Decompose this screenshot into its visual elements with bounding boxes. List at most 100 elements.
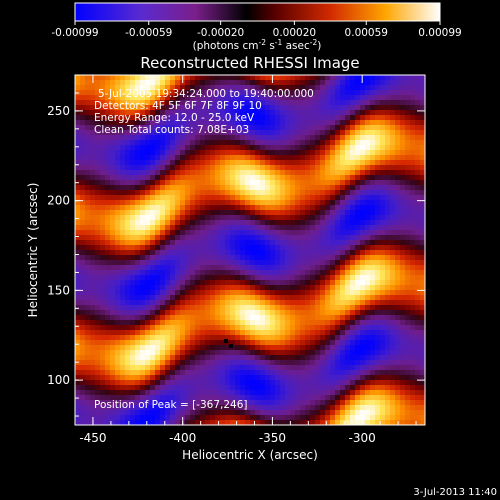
heatmap-cell <box>110 340 116 346</box>
heatmap-cell <box>310 245 316 251</box>
heatmap-cell <box>165 330 171 336</box>
heatmap-cell <box>355 130 361 136</box>
heatmap-cell <box>155 410 161 416</box>
heatmap-cell <box>175 235 181 241</box>
heatmap-cell <box>310 200 316 206</box>
heatmap-cell <box>235 405 241 411</box>
heatmap-cell <box>165 375 171 381</box>
heatmap-cell <box>90 345 96 351</box>
heatmap-cell <box>235 350 241 356</box>
heatmap-cell <box>245 340 251 346</box>
heatmap-cell <box>390 140 396 146</box>
heatmap-cell <box>175 305 181 311</box>
heatmap-cell <box>365 110 371 116</box>
heatmap-cell <box>405 355 411 361</box>
heatmap-cell <box>110 175 116 181</box>
heatmap-cell <box>230 380 236 386</box>
heatmap-cell <box>225 85 231 91</box>
heatmap-cell <box>185 390 191 396</box>
heatmap-cell <box>375 385 381 391</box>
heatmap-cell <box>345 395 351 401</box>
heatmap-cell <box>400 335 406 341</box>
heatmap-cell <box>250 345 256 351</box>
heatmap-cell <box>225 145 231 151</box>
heatmap-cell <box>160 185 166 191</box>
heatmap-cell <box>175 150 181 156</box>
heatmap-cell <box>100 220 106 226</box>
heatmap-cell <box>100 295 106 301</box>
heatmap-cell <box>230 130 236 136</box>
heatmap-cell <box>370 360 376 366</box>
heatmap-cell <box>260 385 266 391</box>
heatmap-cell <box>205 260 211 266</box>
heatmap-cell <box>210 105 216 111</box>
heatmap-cell <box>370 335 376 341</box>
heatmap-cell <box>80 380 86 386</box>
heatmap-cell <box>175 360 181 366</box>
heatmap-cell <box>200 250 206 256</box>
heatmap-cell <box>270 110 276 116</box>
heatmap-cell <box>110 90 116 96</box>
heatmap-cell <box>200 130 206 136</box>
heatmap-cell <box>275 375 281 381</box>
heatmap-cell <box>405 100 411 106</box>
heatmap-cell <box>260 225 266 231</box>
heatmap-cell <box>280 155 286 161</box>
colorbar-tick-label: 0.00020 <box>273 27 316 39</box>
heatmap-cell <box>365 75 371 81</box>
heatmap-cell <box>230 375 236 381</box>
heatmap-cell <box>175 255 181 261</box>
heatmap-cell <box>150 110 156 116</box>
heatmap-cell <box>345 295 351 301</box>
heatmap-cell <box>340 270 346 276</box>
heatmap-cell <box>160 100 166 106</box>
heatmap-cell <box>135 205 141 211</box>
heatmap-cell <box>320 155 326 161</box>
heatmap-cell <box>325 140 331 146</box>
heatmap-cell <box>320 250 326 256</box>
heatmap-cell <box>120 175 126 181</box>
heatmap-cell <box>265 250 271 256</box>
heatmap-cell <box>375 265 381 271</box>
heatmap-cell <box>310 375 316 381</box>
footer-date: 3-Jul-2013 11:40 <box>413 487 497 498</box>
heatmap-cell <box>420 305 425 311</box>
heatmap-cell <box>170 415 176 421</box>
heatmap-cell <box>240 105 246 111</box>
heatmap-cell <box>140 240 146 246</box>
heatmap-cell <box>390 400 396 406</box>
heatmap-cell <box>290 415 296 421</box>
heatmap-cell <box>400 90 406 96</box>
heatmap-cell <box>75 130 81 136</box>
heatmap-cell <box>130 125 136 131</box>
heatmap-cell <box>255 325 261 331</box>
heatmap-cell <box>120 75 126 81</box>
heatmap-cell <box>130 365 136 371</box>
heatmap-cell <box>195 150 201 156</box>
heatmap-cell <box>210 330 216 336</box>
heatmap-cell <box>265 170 271 176</box>
heatmap-cell <box>410 155 416 161</box>
heatmap-cell <box>400 155 406 161</box>
heatmap-cell <box>400 395 406 401</box>
heatmap-cell <box>340 400 346 406</box>
heatmap-cell <box>290 80 296 86</box>
heatmap-cell <box>400 290 406 296</box>
heatmap-cell <box>390 220 396 226</box>
heatmap-cell <box>260 320 266 326</box>
heatmap-cell <box>210 375 216 381</box>
heatmap-cell <box>275 135 281 141</box>
heatmap-cell <box>95 290 101 296</box>
heatmap-cell <box>195 230 201 236</box>
heatmap-cell <box>180 260 186 266</box>
heatmap-cell <box>330 395 336 401</box>
heatmap-cell <box>95 145 101 151</box>
heatmap-cell <box>395 90 401 96</box>
heatmap-cell <box>315 140 321 146</box>
heatmap-cell <box>200 200 206 206</box>
heatmap-cell <box>115 355 121 361</box>
heatmap-cell <box>410 295 416 301</box>
heatmap-cell <box>240 370 246 376</box>
heatmap-cell <box>100 310 106 316</box>
heatmap-cell <box>415 420 421 425</box>
